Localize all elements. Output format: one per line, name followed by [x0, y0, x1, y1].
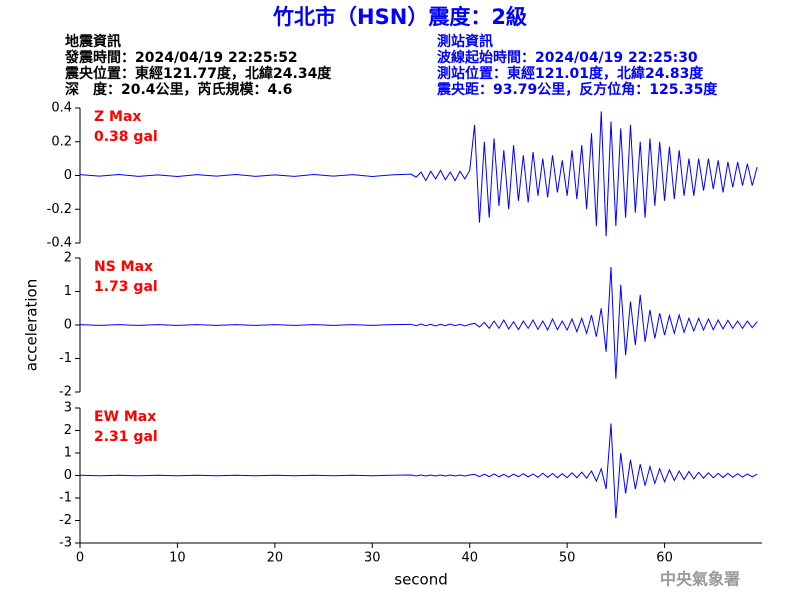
channel-label: EW Max — [94, 409, 156, 425]
y-tick-label: -2 — [59, 385, 72, 400]
waveform — [79, 267, 758, 379]
y-tick-label: 1 — [64, 446, 72, 461]
channel-label: 0.38 gal — [94, 129, 158, 145]
x-tick-label: 60 — [656, 551, 673, 566]
x-tick-label: 50 — [559, 551, 576, 566]
y-tick-label: 0 — [64, 318, 72, 333]
watermark: 中央氣象署 — [660, 570, 740, 589]
channel-label: NS Max — [94, 259, 153, 275]
y-tick-label: -3 — [59, 536, 72, 551]
x-tick-label: 40 — [461, 551, 478, 566]
x-tick-label: 20 — [267, 551, 284, 566]
waveform — [79, 111, 758, 237]
y-tick-label: 2 — [64, 423, 72, 438]
info-right: 測站位置：東經121.01度，北緯24.83度 — [437, 65, 704, 82]
title: 竹北市（HSN）震度：2級 — [272, 5, 527, 29]
waveform — [79, 423, 758, 519]
y-tick-label: 0 — [64, 468, 72, 483]
y-tick-label: -1 — [59, 491, 72, 506]
y-tick-label: 0.4 — [51, 101, 72, 116]
x-axis-label: second — [394, 571, 448, 589]
channel-label: Z Max — [94, 109, 141, 125]
info-right: 波線起始時間：2024/04/19 22:25:30 — [437, 49, 698, 66]
y-tick-label: 2 — [64, 251, 72, 266]
y-tick-label: -1 — [59, 351, 72, 366]
y-tick-label: -0.2 — [47, 202, 72, 217]
y-axis-label: acceleration — [23, 279, 41, 371]
info-right: 震央距：93.79公里，反方位角：125.35度 — [436, 81, 718, 98]
info-left: 發震時間：2024/04/19 22:25:52 — [64, 49, 298, 66]
y-tick-label: -0.4 — [47, 236, 72, 251]
y-tick-label: 0 — [64, 168, 72, 183]
info-left: 地震資訊 — [65, 33, 121, 50]
y-tick-label: -2 — [59, 513, 72, 528]
channel-label: 2.31 gal — [94, 429, 158, 445]
info-left: 深 度：20.4公里，芮氏規模：4.6 — [65, 81, 292, 98]
x-tick-label: 10 — [169, 551, 186, 566]
x-tick-label: 30 — [364, 551, 381, 566]
y-tick-label: 1 — [64, 284, 72, 299]
y-tick-label: 0.2 — [51, 134, 72, 149]
y-tick-label: 3 — [64, 401, 72, 416]
x-tick-label: 0 — [76, 551, 84, 566]
info-left: 震央位置：東經121.77度，北緯24.34度 — [64, 65, 332, 82]
info-right: 測站資訊 — [437, 33, 493, 50]
channel-label: 1.73 gal — [94, 279, 158, 295]
